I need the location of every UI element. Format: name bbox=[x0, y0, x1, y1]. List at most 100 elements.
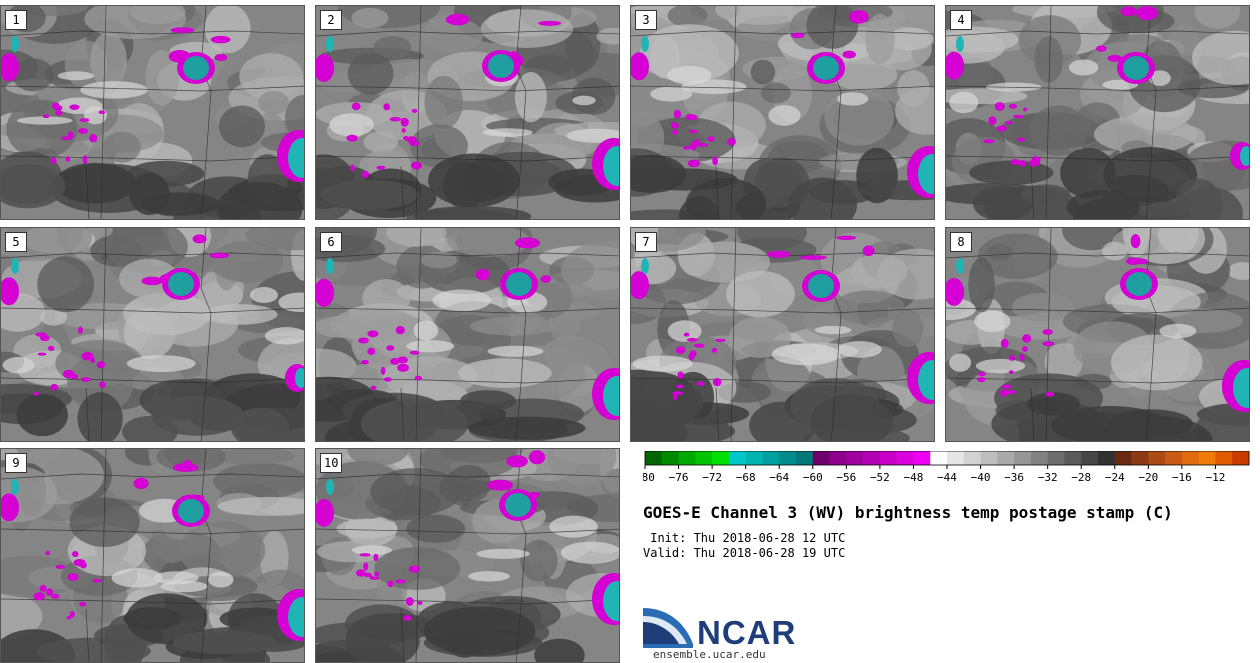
state-border bbox=[415, 6, 422, 219]
convection-cell bbox=[994, 102, 1005, 111]
convection-cell bbox=[712, 378, 722, 387]
state-border bbox=[1, 473, 304, 480]
moist-streak bbox=[351, 545, 392, 556]
convection-cell bbox=[946, 51, 964, 80]
wv-contour bbox=[424, 75, 464, 129]
colorbar-swatch bbox=[1215, 451, 1233, 465]
convection-cell bbox=[383, 377, 392, 382]
state-border bbox=[946, 155, 1249, 162]
convection-cell bbox=[445, 13, 470, 26]
state-border bbox=[1, 30, 304, 37]
wv-contour bbox=[968, 257, 995, 313]
wv-contour bbox=[956, 57, 994, 93]
convection-cell bbox=[766, 250, 791, 258]
wv-contour bbox=[213, 449, 295, 465]
colorbar-tick-label: −28 bbox=[1071, 471, 1091, 484]
moist-streak bbox=[329, 113, 374, 137]
colorbar-swatch bbox=[879, 451, 897, 465]
wv-contour bbox=[514, 72, 547, 123]
state-border bbox=[316, 473, 619, 480]
colorbar-swatch bbox=[863, 451, 881, 465]
moist-streak bbox=[572, 95, 596, 106]
colorbar-swatch bbox=[1030, 451, 1048, 465]
convection-cell bbox=[688, 129, 698, 134]
convection-cell bbox=[376, 165, 386, 170]
valid-time: Valid: Thu 2018-06-28 19 UTC bbox=[643, 546, 846, 560]
dry-region bbox=[122, 415, 178, 441]
convection-cell bbox=[790, 32, 805, 39]
state-border bbox=[631, 307, 934, 314]
moist-streak bbox=[2, 357, 35, 374]
wv-field-map bbox=[316, 228, 619, 441]
convection-cell bbox=[386, 345, 395, 351]
wv-contour bbox=[347, 52, 394, 95]
map-panel-5: 5 bbox=[0, 227, 305, 442]
convection-cell bbox=[707, 136, 715, 142]
moist-streak bbox=[250, 287, 278, 304]
wv-contour bbox=[447, 228, 531, 257]
convection-cell bbox=[78, 128, 88, 134]
convection-cell bbox=[67, 573, 79, 581]
state-border bbox=[316, 252, 619, 259]
colorbar-swatch bbox=[745, 451, 763, 465]
storm-core bbox=[918, 154, 934, 194]
dry-region bbox=[685, 177, 767, 219]
wv-field-map bbox=[946, 228, 1249, 441]
moist-streak bbox=[56, 97, 103, 114]
storm-core bbox=[168, 272, 194, 296]
cold-top-cell bbox=[956, 258, 964, 274]
dry-region bbox=[360, 398, 469, 441]
convection-cell bbox=[82, 155, 88, 165]
state-border bbox=[415, 449, 422, 662]
moist-streak bbox=[126, 355, 196, 372]
dry-region bbox=[16, 393, 68, 437]
wv-contour bbox=[977, 233, 1058, 279]
convection-cell bbox=[395, 326, 405, 335]
state-border bbox=[1, 377, 304, 384]
colorbar-swatch bbox=[1198, 451, 1216, 465]
dry-region bbox=[216, 182, 303, 219]
convection-cell bbox=[1012, 114, 1025, 119]
state-border bbox=[200, 449, 212, 662]
convection-cell bbox=[37, 352, 47, 356]
colorbar-swatch bbox=[812, 451, 830, 465]
state-border bbox=[631, 155, 934, 162]
convection-cell bbox=[50, 594, 60, 599]
convection-cell bbox=[363, 562, 369, 571]
panel-number: 2 bbox=[320, 10, 342, 30]
convection-cell bbox=[1130, 234, 1141, 249]
wv-contour bbox=[667, 6, 708, 28]
site-url: ensemble.ucar.edu bbox=[653, 648, 766, 661]
convection-cell bbox=[77, 326, 83, 334]
convection-cell bbox=[671, 391, 684, 395]
state-border bbox=[1045, 228, 1052, 441]
convection-cell bbox=[1008, 354, 1016, 361]
state-border bbox=[515, 449, 527, 662]
convection-cell bbox=[1022, 334, 1032, 343]
panel-number: 9 bbox=[5, 453, 27, 473]
convection-cell bbox=[946, 277, 964, 306]
convection-cell bbox=[373, 553, 379, 562]
convection-cell bbox=[170, 27, 195, 34]
wv-contour bbox=[419, 449, 517, 480]
moist-streak bbox=[667, 65, 712, 85]
convection-cell bbox=[390, 358, 400, 365]
dry-region bbox=[428, 153, 520, 208]
convection-cell bbox=[72, 550, 79, 558]
convection-cell bbox=[133, 477, 149, 489]
convection-cell bbox=[46, 588, 53, 596]
wv-contour bbox=[90, 32, 127, 89]
dry-region bbox=[1196, 404, 1249, 441]
convection-cell bbox=[367, 347, 376, 355]
cold-top-cell bbox=[326, 258, 334, 274]
colorbar-swatch bbox=[1148, 451, 1166, 465]
colorbar-swatch bbox=[779, 451, 797, 465]
wv-contour bbox=[1034, 36, 1064, 83]
convection-cell bbox=[81, 351, 94, 361]
wv-contour bbox=[145, 49, 179, 106]
convection-cell bbox=[62, 369, 75, 379]
state-border bbox=[1145, 6, 1157, 219]
convection-cell bbox=[387, 580, 394, 588]
dry-region bbox=[631, 377, 703, 428]
convection-cell bbox=[672, 393, 678, 401]
